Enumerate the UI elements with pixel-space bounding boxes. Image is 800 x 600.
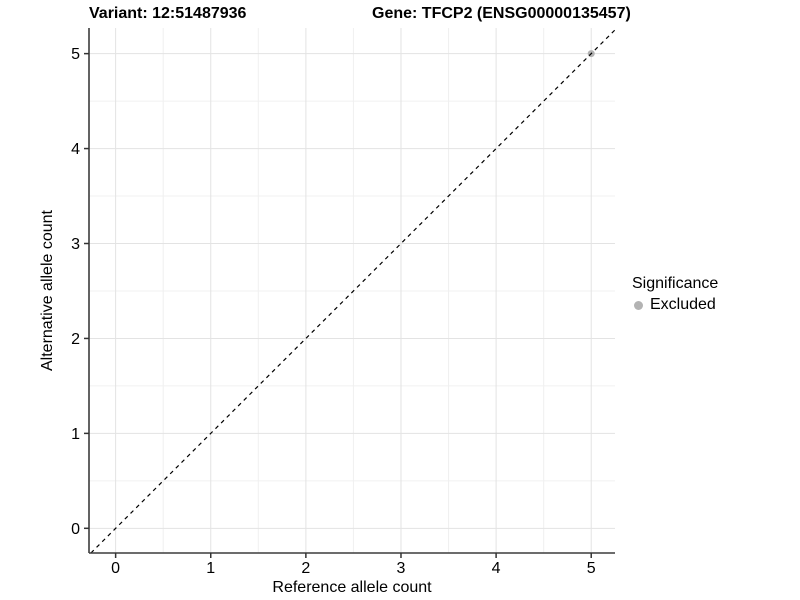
legend-point-icon (634, 300, 643, 310)
x-tick-label: 2 (301, 560, 310, 577)
x-tick-label: 3 (397, 560, 406, 577)
legend-title: Significance (632, 275, 719, 292)
y-tick-label: 3 (71, 236, 80, 253)
x-tick-label: 1 (206, 560, 215, 577)
y-tick-label: 5 (71, 46, 80, 63)
y-tick-label: 4 (71, 141, 80, 158)
y-tick-label: 0 (71, 521, 80, 538)
x-tick-label: 5 (587, 560, 596, 577)
identity-reference-line (90, 29, 616, 554)
y-tick-label: 2 (71, 331, 80, 348)
x-axis-title: Reference allele count (272, 579, 432, 596)
x-tick-label: 4 (492, 560, 501, 577)
y-axis-title: Alternative allele count (39, 209, 56, 371)
legend-items: Excluded (632, 296, 718, 314)
x-tick-label: 0 (111, 560, 120, 577)
legend: Significance Excluded (632, 275, 718, 314)
legend-item: Excluded (634, 296, 718, 314)
y-tick-label: 1 (71, 426, 80, 443)
variant-title: Variant: 12:51487936 (89, 5, 247, 22)
legend-item-label: Excluded (650, 296, 716, 313)
gene-title: Gene: TFCP2 (ENSG00000135457) (372, 5, 631, 22)
